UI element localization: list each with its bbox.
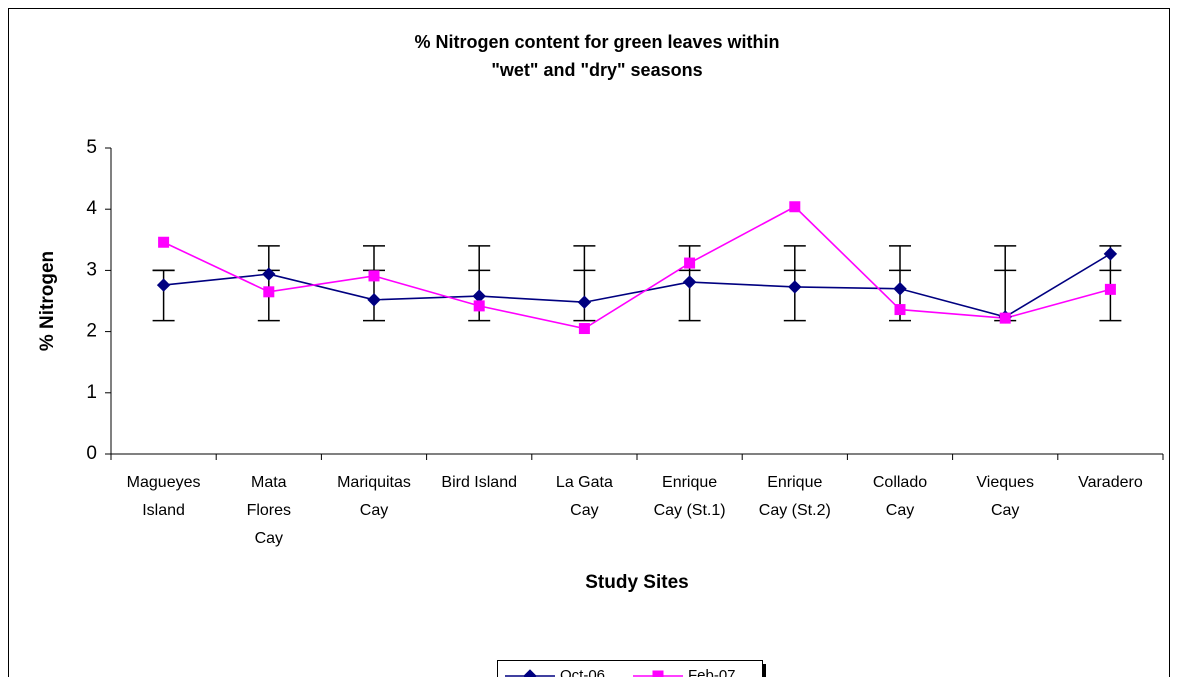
- marker: [999, 312, 1011, 324]
- y-tick-label: 1: [86, 382, 97, 403]
- marker: [262, 267, 276, 281]
- chart-title: % Nitrogen content for green leaves with…: [414, 32, 779, 52]
- y-tick-label: 0: [86, 443, 97, 464]
- x-tick-label: Cay (St.1): [654, 502, 726, 519]
- x-tick-label: Collado: [873, 474, 927, 491]
- x-tick-label: Magueyes: [127, 474, 201, 491]
- marker: [577, 295, 592, 309]
- x-tick-label: Varadero: [1078, 474, 1143, 491]
- x-tick-label: Mata: [251, 474, 287, 491]
- y-tick-label: 3: [86, 259, 97, 280]
- x-tick-label: Enrique: [767, 474, 822, 491]
- marker: [1104, 283, 1116, 295]
- marker: [473, 300, 485, 312]
- marker: [368, 270, 380, 282]
- series-line: [163, 205, 1111, 330]
- x-tick-label: Cay: [360, 502, 388, 519]
- marker: [578, 323, 590, 335]
- marker: [156, 278, 171, 292]
- marker: [367, 293, 381, 307]
- marker: [893, 282, 907, 296]
- x-tick-label: Island: [142, 502, 185, 519]
- x-axis-title: Study Sites: [585, 572, 688, 593]
- series-line: [163, 253, 1111, 318]
- marker: [788, 280, 802, 294]
- y-axis-title: % Nitrogen: [37, 251, 58, 351]
- x-tick-label: Bird Island: [441, 474, 517, 491]
- chart-border: [8, 8, 1170, 677]
- x-tick-label: Cay (St.2): [759, 502, 831, 519]
- marker: [1103, 247, 1118, 261]
- legend-marker: [523, 669, 537, 677]
- marker: [789, 201, 801, 213]
- y-tick-label: 5: [86, 137, 97, 158]
- y-tick-label: 4: [86, 198, 97, 219]
- x-tick-label: Enrique: [662, 474, 717, 491]
- legend-box: [497, 660, 763, 677]
- x-tick-label: Cay: [570, 502, 598, 519]
- marker: [263, 286, 275, 298]
- marker: [894, 304, 906, 316]
- legend: Oct-06 Feb-07: [497, 660, 766, 677]
- marker: [684, 257, 696, 269]
- legend-label: Oct-06: [560, 667, 605, 677]
- x-tick-label: Flores: [247, 502, 291, 519]
- legend-label: Feb-07: [688, 667, 736, 677]
- x-tick-label: Cay: [991, 502, 1019, 519]
- x-tick-label: Vieques: [976, 474, 1034, 491]
- x-tick-label: La Gata: [556, 474, 613, 491]
- legend-marker: [652, 670, 664, 677]
- marker: [158, 236, 170, 248]
- y-tick-label: 2: [86, 321, 97, 342]
- chart-title: "wet" and "dry" seasons: [491, 60, 702, 80]
- x-tick-label: Cay: [886, 502, 914, 519]
- x-tick-label: Mariquitas: [337, 474, 411, 491]
- marker: [682, 275, 697, 289]
- x-tick-label: Cay: [255, 530, 283, 547]
